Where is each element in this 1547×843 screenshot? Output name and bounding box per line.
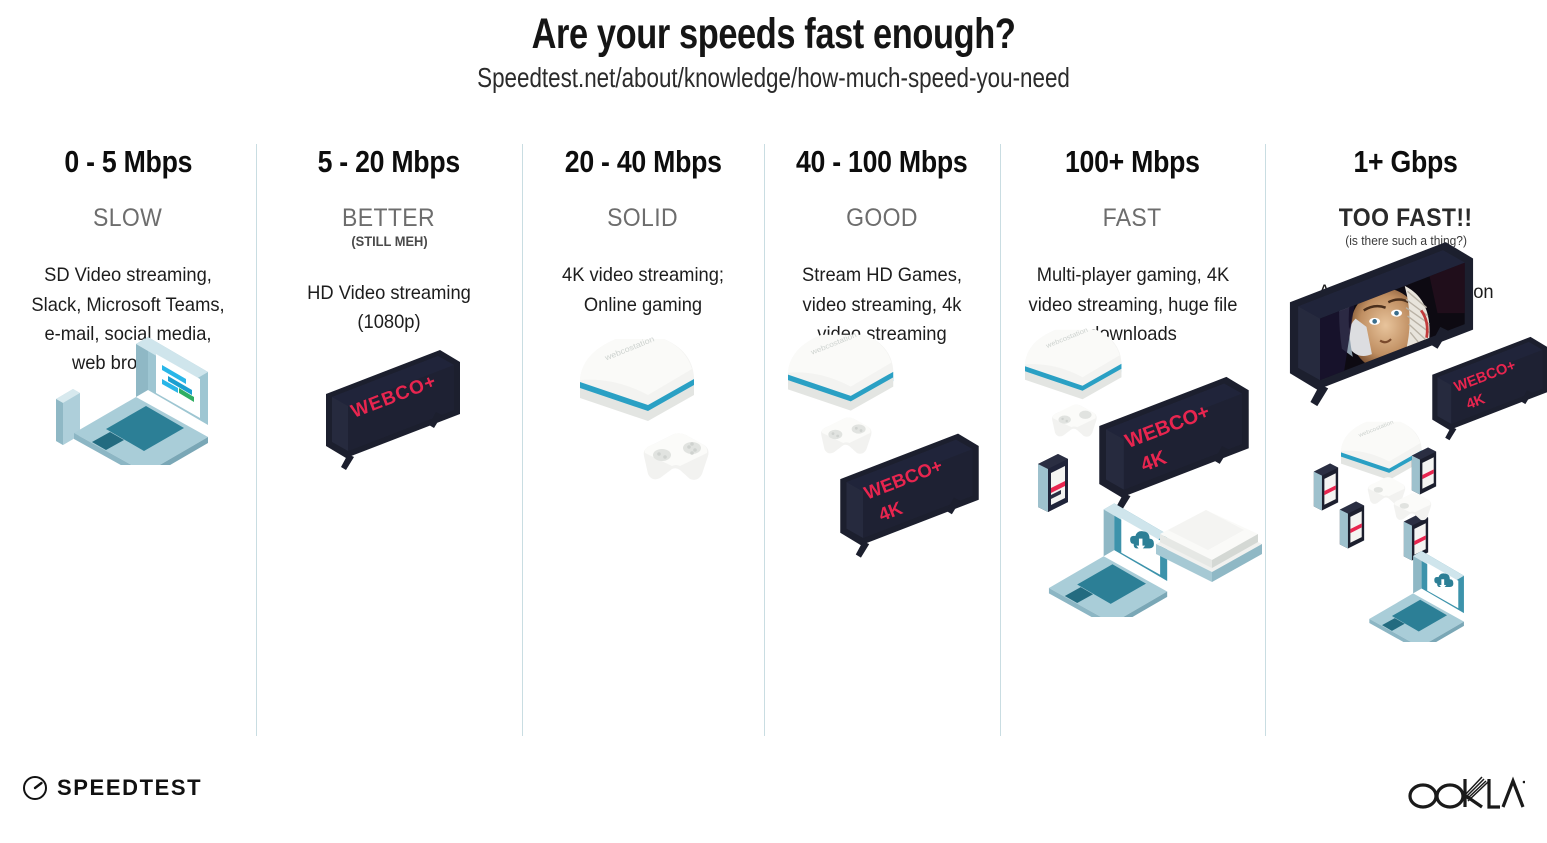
infographic-footer: SPEEDTEST — [0, 747, 1547, 843]
printer-icon — [1156, 510, 1262, 582]
tier-quality-label: SOLID — [607, 204, 679, 233]
smartphone-icon — [1038, 454, 1068, 512]
television-icon: WEBCO+ — [326, 350, 460, 470]
tier-quality-label: GOOD — [846, 204, 918, 233]
game-controller-icon — [1367, 477, 1406, 505]
tier-speed-label: 20 - 40 Mbps — [564, 144, 722, 179]
game-controller-icon — [643, 433, 709, 480]
ookla-wordmark — [1408, 776, 1525, 809]
game-console-icon: webcostation — [1341, 420, 1422, 480]
speed-tier-column-5: 100+ Mbps FAST Multi-player gaming, 4K v… — [1000, 130, 1265, 745]
television-icon: WEBCO+ 4K — [1432, 336, 1547, 441]
tv-screen-label-line2: 4K — [1464, 391, 1488, 413]
smartphone-icon — [1411, 447, 1437, 495]
tier-description: Stream HD Games, video streaming, 4k vid… — [802, 264, 962, 345]
speedtest-logo: SPEEDTEST — [22, 775, 202, 801]
tv-screen-label-line1: WEBCO+ — [1122, 401, 1213, 453]
ookla-logo — [1405, 773, 1525, 811]
tier-quality-label: TOO FAST!! — [1339, 204, 1473, 233]
smartphone-icon — [1339, 501, 1365, 549]
tier-description: SD Video streaming, Slack, Microsoft Tea… — [31, 264, 225, 375]
tv-screen-label-line1: WEBCO+ — [861, 454, 945, 503]
tier-speed-label: 5 - 20 Mbps — [317, 144, 461, 179]
tier-quality-label: BETTER — [342, 204, 436, 233]
speed-tier-column-4: 40 - 100 Mbps GOOD Stream HD Games, vide… — [764, 130, 1000, 745]
game-controller-icon — [1393, 493, 1432, 521]
speed-tier-column-1: 0 - 5 Mbps SLOW SD Video streaming, Slac… — [0, 130, 256, 745]
speed-tier-columns: 0 - 5 Mbps SLOW SD Video streaming, Slac… — [0, 130, 1547, 745]
tier-speed-label: 100+ Mbps — [1065, 144, 1200, 179]
tv-screen-label-line2: 4K — [1138, 446, 1170, 476]
tier-quality-sublabel: (STILL MEH) — [350, 233, 428, 250]
speed-tier-column-6: 1+ Gbps TOO FAST!! (is there such a thin… — [1265, 130, 1547, 745]
page-title: Are your speeds fast enough? — [531, 10, 1016, 58]
speed-tier-column-3: 20 - 40 Mbps SOLID 4K video streaming; O… — [522, 130, 764, 745]
tier-quality-label: SLOW — [93, 204, 163, 233]
tier-quality-label: FAST — [1103, 204, 1162, 233]
tv-screen-label-line1: WEBCO+ — [1452, 358, 1518, 396]
speedtest-wordmark: SPEEDTEST — [57, 775, 203, 800]
speedometer-icon — [23, 776, 47, 800]
game-console-icon: webcostation — [580, 334, 694, 421]
laptop-cloud-sync-icon — [1369, 551, 1464, 642]
tier-speed-label: 0 - 5 Mbps — [64, 144, 192, 179]
console-brand-label: webcostation — [1357, 420, 1394, 439]
laptop-cloud-sync-icon — [1048, 503, 1168, 617]
tv-screen-label: WEBCO+ — [348, 371, 439, 423]
game-controller-icon — [1052, 404, 1097, 437]
console-brand-label: webcostation — [602, 334, 655, 363]
speed-tier-column-2: 5 - 20 Mbps BETTER (STILL MEH) HD Video … — [256, 130, 522, 745]
smartphone-icon — [1403, 513, 1429, 561]
smartphone-icon — [1313, 463, 1339, 511]
tier-description: Anything you want on multiple devices — [1318, 280, 1494, 333]
tier-quality-sublabel: (is there such a thing?) — [1345, 233, 1467, 249]
tier-description: Multi-player gaming, 4K video streaming,… — [1028, 264, 1237, 345]
tier-speed-label: 1+ Gbps — [1353, 144, 1459, 179]
tv-screen-label-line2: 4K — [876, 497, 906, 525]
tier-speed-label: 40 - 100 Mbps — [796, 144, 968, 179]
tier-description: HD Video streaming (1080p) — [307, 282, 471, 334]
page-subtitle-url: Speedtest.net/about/knowledge/how-much-s… — [477, 62, 1070, 94]
game-controller-icon — [821, 417, 872, 454]
infographic-header: Are your speeds fast enough? Speedtest.n… — [0, 0, 1547, 110]
tier-description: 4K video streaming; Online gaming — [561, 264, 725, 316]
television-icon: WEBCO+ 4K — [1099, 376, 1249, 511]
television-icon: WEBCO+ 4K — [840, 433, 979, 558]
